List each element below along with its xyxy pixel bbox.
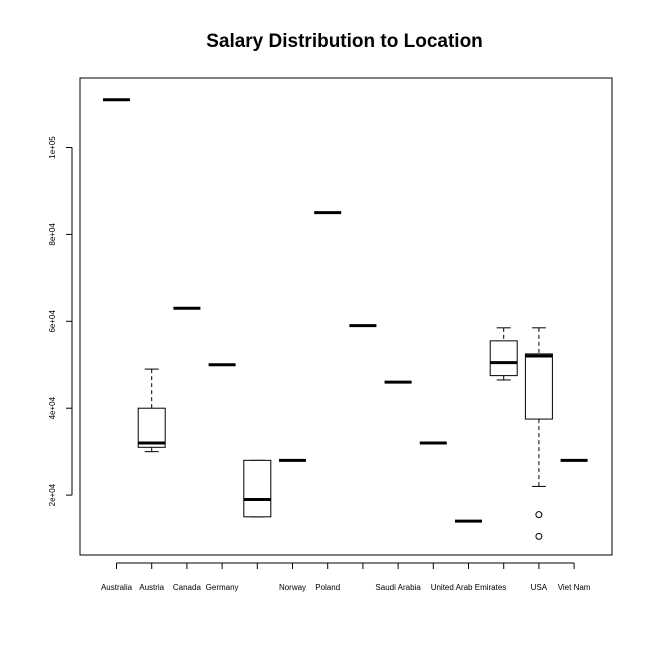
x-tick-label: Viet Nam	[558, 583, 591, 592]
box-unlabeled-4	[243, 459, 272, 518]
x-axis: Australia Austria Canada Germany Norway Polan…	[101, 562, 591, 592]
box-iqr	[524, 353, 553, 420]
chart-title: Salary Distribution to Location	[206, 31, 483, 52]
y-tick-label: 1e+05	[48, 136, 57, 159]
outlier-point	[535, 532, 543, 540]
y-axis: 2e+04 4e+04 6e+04 8e+04 1e+05	[48, 136, 73, 506]
x-tick-label: Australia	[101, 583, 133, 592]
y-tick-label: 8e+04	[48, 223, 57, 246]
box-unlabeled-11	[489, 327, 518, 381]
x-tick-label: Austria	[139, 583, 164, 592]
x-tick-label: Canada	[173, 583, 202, 592]
x-tick-label: Poland	[315, 583, 340, 592]
y-tick-label: 6e+04	[48, 310, 57, 333]
x-tick-label: USA	[531, 583, 548, 592]
x-tick-label: United Arab Emirates	[431, 583, 507, 592]
boxes-layer	[103, 98, 588, 540]
box-austria	[137, 368, 166, 453]
box-usa	[524, 327, 553, 540]
plot-area-frame	[79, 77, 613, 556]
x-tick-label: Germany	[206, 583, 239, 592]
box-iqr	[243, 459, 272, 518]
y-tick-label: 4e+04	[48, 396, 57, 419]
x-tick-label: Saudi Arabia	[375, 583, 421, 592]
box-iqr	[489, 340, 518, 377]
y-tick-label: 2e+04	[48, 483, 57, 506]
outlier-point	[535, 511, 543, 519]
x-tick-label: Norway	[279, 583, 306, 592]
box-iqr	[137, 407, 166, 448]
